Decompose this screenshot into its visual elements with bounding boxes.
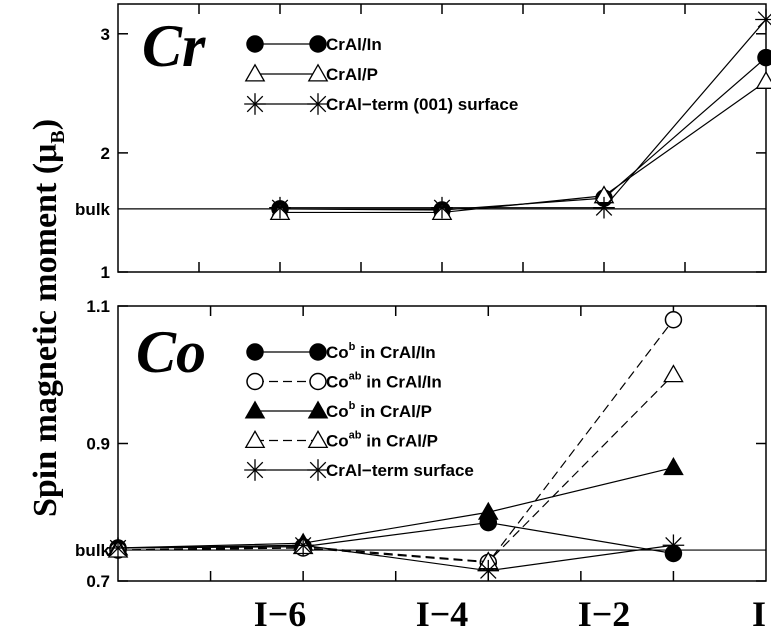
co-legend-marker — [244, 400, 266, 419]
co-series-4 — [107, 534, 685, 582]
cr-data-point — [431, 196, 453, 219]
co-series-0 — [109, 513, 683, 563]
co-y-tick-label: 1.1 — [86, 297, 110, 316]
co-legend-marker — [246, 372, 264, 391]
x-tick-label: I−2 — [578, 594, 631, 634]
cr-panel-label: Cr — [142, 13, 206, 79]
co-legend-label: Cob in CrAl/P — [326, 400, 432, 421]
co-series-line — [117, 544, 674, 572]
cr-y-tick-label: 3 — [101, 25, 110, 44]
y-axis-label-main: Spin magnetic moment (μ — [27, 144, 64, 517]
cr-data-point — [593, 196, 615, 219]
co-legend-marker — [309, 343, 327, 361]
co-legend-entry: Cob in CrAl/In — [246, 341, 436, 362]
cr-legend-label: CrAl/In — [326, 35, 382, 54]
x-tick-label: I — [752, 594, 766, 634]
co-series-line — [117, 374, 674, 563]
cr-legend-entry: CrAl/In — [246, 35, 382, 54]
co-legend-marker — [244, 429, 266, 449]
co-legend-marker — [307, 459, 329, 481]
co-data-point — [664, 311, 683, 329]
cr-data-point — [269, 196, 291, 219]
cr-legend-marker — [246, 35, 264, 53]
co-legend-marker — [244, 459, 266, 481]
co-legend-entry: CrAl−term surface — [244, 459, 474, 481]
cr-y-tick-label: 2 — [101, 144, 110, 163]
cr-y-tick-label: 1 — [101, 263, 110, 282]
co-legend-entry: Cob in CrAl/P — [244, 400, 432, 421]
co-series-line — [117, 319, 674, 564]
co-panel: Co 0.7 0.9 1.1 bulk Cob in CrAl/In Coab in … — [75, 297, 767, 591]
co-legend-marker — [307, 400, 329, 419]
co-legend-marker — [307, 429, 329, 449]
co-y-tick-label: 0.7 — [86, 572, 110, 591]
co-data-point — [292, 534, 314, 557]
y-axis-label-close: ) — [27, 119, 64, 130]
co-data-point — [663, 364, 684, 383]
cr-legend-label: CrAl/P — [326, 65, 378, 84]
cr-data-point — [757, 48, 771, 67]
co-legend-label: Coab in CrAl/P — [326, 430, 438, 451]
co-data-point — [477, 501, 499, 520]
co-series-line — [117, 521, 674, 555]
cr-series-line — [280, 80, 767, 214]
co-bulk-label: bulk — [75, 541, 110, 560]
co-y-tick-label: 0.9 — [86, 435, 110, 454]
cr-legend-entry: CrAl−term (001) surface — [244, 93, 518, 115]
co-data-point — [662, 534, 685, 557]
co-data-point — [663, 457, 684, 476]
co-legend-label: Coab in CrAl/In — [326, 371, 442, 392]
y-axis-label-sub: B — [47, 130, 69, 143]
cr-legend-marker — [244, 63, 266, 82]
co-legend-entry: Coab in CrAl/P — [244, 429, 438, 451]
co-legend-label: CrAl−term surface — [326, 461, 474, 480]
co-legend-marker — [246, 343, 264, 361]
co-legend-entry: Coab in CrAl/In — [246, 371, 442, 392]
cr-legend-marker — [307, 63, 329, 82]
cr-legend-marker — [244, 93, 266, 115]
co-legend-label: Cob in CrAl/In — [326, 341, 436, 362]
cr-data-point — [755, 8, 771, 31]
x-tick-label: I−4 — [416, 594, 469, 634]
cr-legend-marker — [307, 93, 329, 115]
cr-legend-marker — [309, 35, 327, 53]
cr-data-point — [755, 70, 771, 89]
cr-legend-label: CrAl−term (001) surface — [326, 95, 518, 114]
co-legend-marker — [309, 372, 327, 391]
cr-series-2 — [269, 8, 771, 219]
y-axis-label: Spin magnetic moment (μB) — [27, 119, 69, 517]
co-panel-label: Co — [136, 319, 206, 385]
cr-legend-entry: CrAl/P — [244, 63, 378, 84]
cr-panel-frame — [117, 3, 767, 273]
cr-bulk-label: bulk — [75, 200, 110, 219]
co-data-point — [477, 559, 500, 582]
cr-series-line — [280, 19, 767, 209]
cr-panel: Cr 1 2 3 bulk CrAl/In CrAl/P CrAl−term (001)… — [75, 3, 771, 282]
x-tick-label: I−6 — [254, 594, 307, 634]
co-series-line — [117, 466, 674, 549]
co-data-point — [107, 537, 129, 559]
